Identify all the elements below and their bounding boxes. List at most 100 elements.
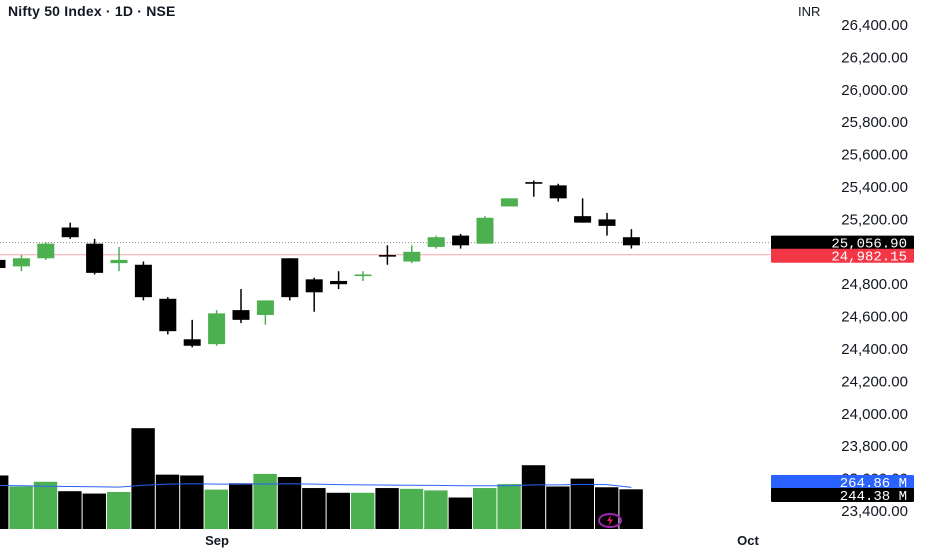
candle-body	[427, 237, 445, 247]
candle[interactable]	[256, 300, 274, 325]
candle-body	[12, 258, 30, 267]
volume-tag: 244.38 M	[771, 488, 914, 505]
candle[interactable]	[281, 258, 299, 301]
currency-label[interactable]: INR	[798, 4, 821, 19]
candle[interactable]	[134, 261, 152, 301]
price-tick-label: 26,200.00	[841, 49, 908, 66]
volume-tag-text: 244.38 M	[840, 489, 907, 505]
tradingview-logo-icon	[598, 513, 622, 528]
candle-body	[110, 259, 128, 264]
candle[interactable]	[549, 183, 567, 202]
candle-body	[86, 243, 104, 273]
candle[interactable]	[354, 271, 372, 281]
price-candles	[0, 180, 640, 348]
candle[interactable]	[61, 222, 79, 239]
candle-body	[500, 198, 518, 207]
candle[interactable]	[208, 310, 226, 346]
volume-bar	[155, 474, 180, 529]
candle[interactable]	[622, 229, 640, 249]
price-tick-label: 23,400.00	[841, 503, 908, 520]
candle-body	[622, 237, 640, 246]
candle-body	[476, 217, 494, 244]
date-label: Sep	[205, 533, 229, 548]
volume-bar	[546, 486, 570, 529]
chart-title: Nifty 50 Index · 1D · NSE	[8, 3, 176, 19]
volume-bar	[351, 492, 375, 529]
volume-bar	[619, 489, 643, 529]
volume-bar	[473, 488, 497, 529]
volume-bar	[570, 478, 594, 529]
volume-bar	[595, 487, 619, 529]
candle-body	[330, 280, 348, 285]
volume-bar	[253, 473, 277, 529]
prev-close-tag-text: 24,982.15	[831, 250, 907, 266]
volume-bar	[497, 484, 521, 529]
volume-bar	[131, 428, 155, 529]
price-tick-label: 24,200.00	[841, 373, 908, 390]
candle-body	[598, 219, 616, 226]
volume-bar	[180, 475, 204, 529]
candle[interactable]	[232, 289, 250, 324]
candle[interactable]	[183, 319, 201, 348]
price-tick-label: 23,800.00	[841, 438, 908, 455]
candle-body	[256, 300, 274, 315]
price-tick-label: 25,200.00	[841, 211, 908, 228]
last-price-tag: 25,056.90	[771, 235, 914, 253]
volume-bar	[0, 475, 9, 529]
candle[interactable]	[86, 238, 104, 275]
candle-body	[183, 339, 201, 346]
candle-body	[281, 258, 299, 298]
price-tick-label: 25,400.00	[841, 179, 908, 196]
price-tick-label: 25,600.00	[841, 147, 908, 164]
volume-bar	[375, 488, 399, 529]
price-tick-label: 24,600.00	[841, 309, 908, 326]
volume-bar	[9, 486, 33, 529]
price-tick-label: 24,000.00	[841, 406, 908, 423]
volume-bar	[107, 491, 131, 529]
candle[interactable]	[476, 216, 494, 244]
candle-body	[549, 185, 567, 199]
price-tick-label: 24,800.00	[841, 276, 908, 293]
candle[interactable]	[598, 212, 616, 236]
volume-bar	[326, 492, 350, 529]
volume-bar	[58, 491, 82, 529]
candle-body	[452, 235, 470, 246]
volume-bars	[0, 428, 643, 529]
candle[interactable]	[12, 255, 30, 272]
candle[interactable]	[378, 245, 396, 265]
candle[interactable]	[37, 242, 55, 260]
candle[interactable]	[0, 258, 6, 269]
candle[interactable]	[574, 198, 592, 223]
volume-bar	[302, 488, 326, 529]
candle[interactable]	[403, 245, 421, 264]
price-tick-label: 26,400.00	[841, 17, 908, 34]
volume-bar	[33, 481, 58, 529]
candle-body	[403, 251, 421, 262]
prev-close-tag: 24,982.15	[771, 248, 914, 266]
candle[interactable]	[159, 297, 177, 335]
candle[interactable]	[452, 233, 470, 249]
volume-ma-line	[0, 483, 632, 488]
candle[interactable]	[330, 271, 348, 290]
volume-bar	[82, 493, 106, 529]
candle-body	[354, 274, 372, 277]
volume-bar	[277, 477, 302, 529]
candle[interactable]	[305, 277, 323, 312]
candle[interactable]	[427, 235, 445, 249]
candle[interactable]	[110, 246, 128, 272]
volume-bar	[229, 483, 253, 529]
volume-bar	[424, 490, 448, 529]
candle[interactable]	[525, 180, 543, 197]
candle-body	[305, 279, 323, 293]
candle-body	[378, 255, 396, 257]
volume-bar	[521, 465, 546, 529]
candle-body	[208, 313, 226, 345]
price-tick-label: 24,400.00	[841, 341, 908, 358]
candle[interactable]	[500, 198, 518, 207]
candle-body	[574, 216, 592, 223]
last-price-tag-text: 25,056.90	[831, 237, 907, 253]
volume-bar	[204, 489, 228, 529]
candle-body	[159, 298, 177, 332]
candle-body	[134, 264, 152, 298]
